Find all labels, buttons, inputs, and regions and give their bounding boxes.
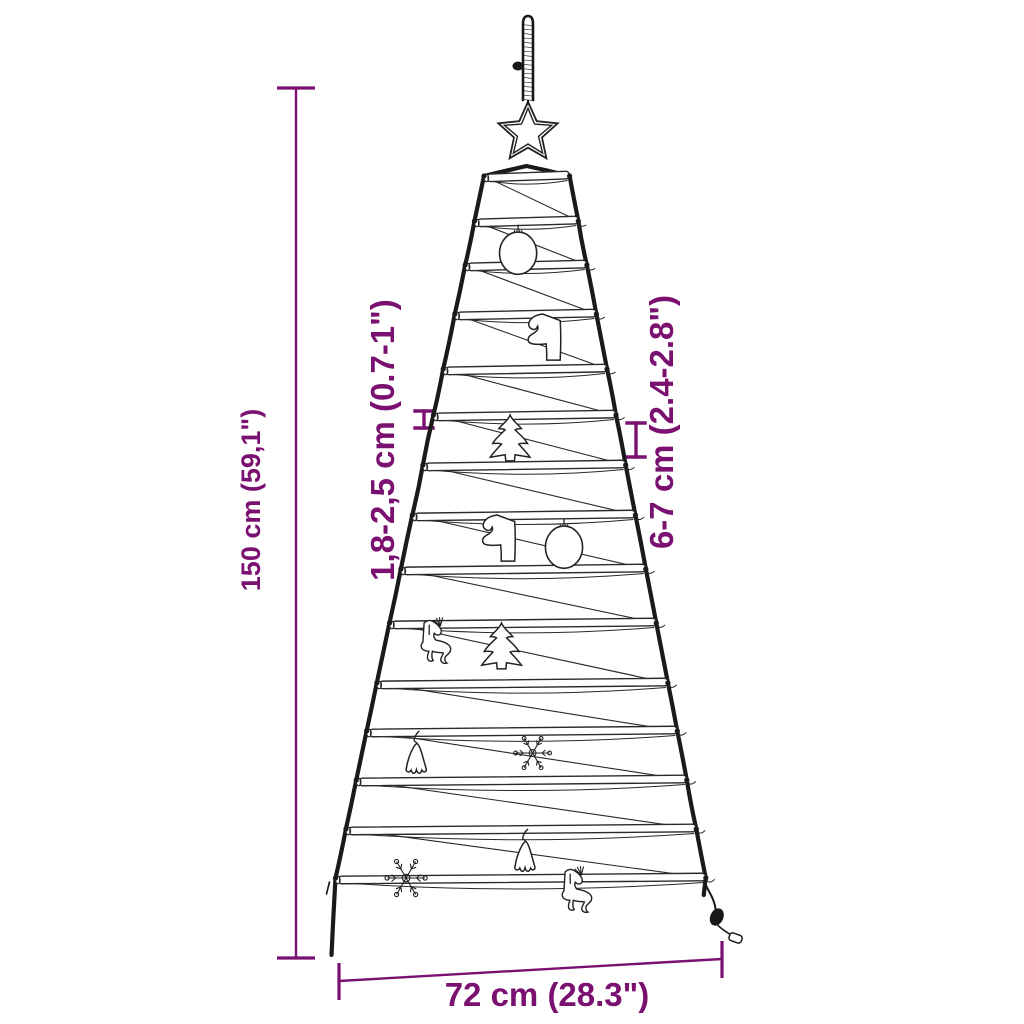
svg-text:6-7 cm (2.4-2.8"): 6-7 cm (2.4-2.8"): [643, 295, 680, 549]
svg-text:72 cm (28.3"): 72 cm (28.3"): [445, 976, 650, 1013]
svg-text:150 cm (59,1"): 150 cm (59,1"): [236, 409, 266, 591]
svg-text:1,8-2,5 cm (0.7-1"): 1,8-2,5 cm (0.7-1"): [364, 299, 401, 581]
